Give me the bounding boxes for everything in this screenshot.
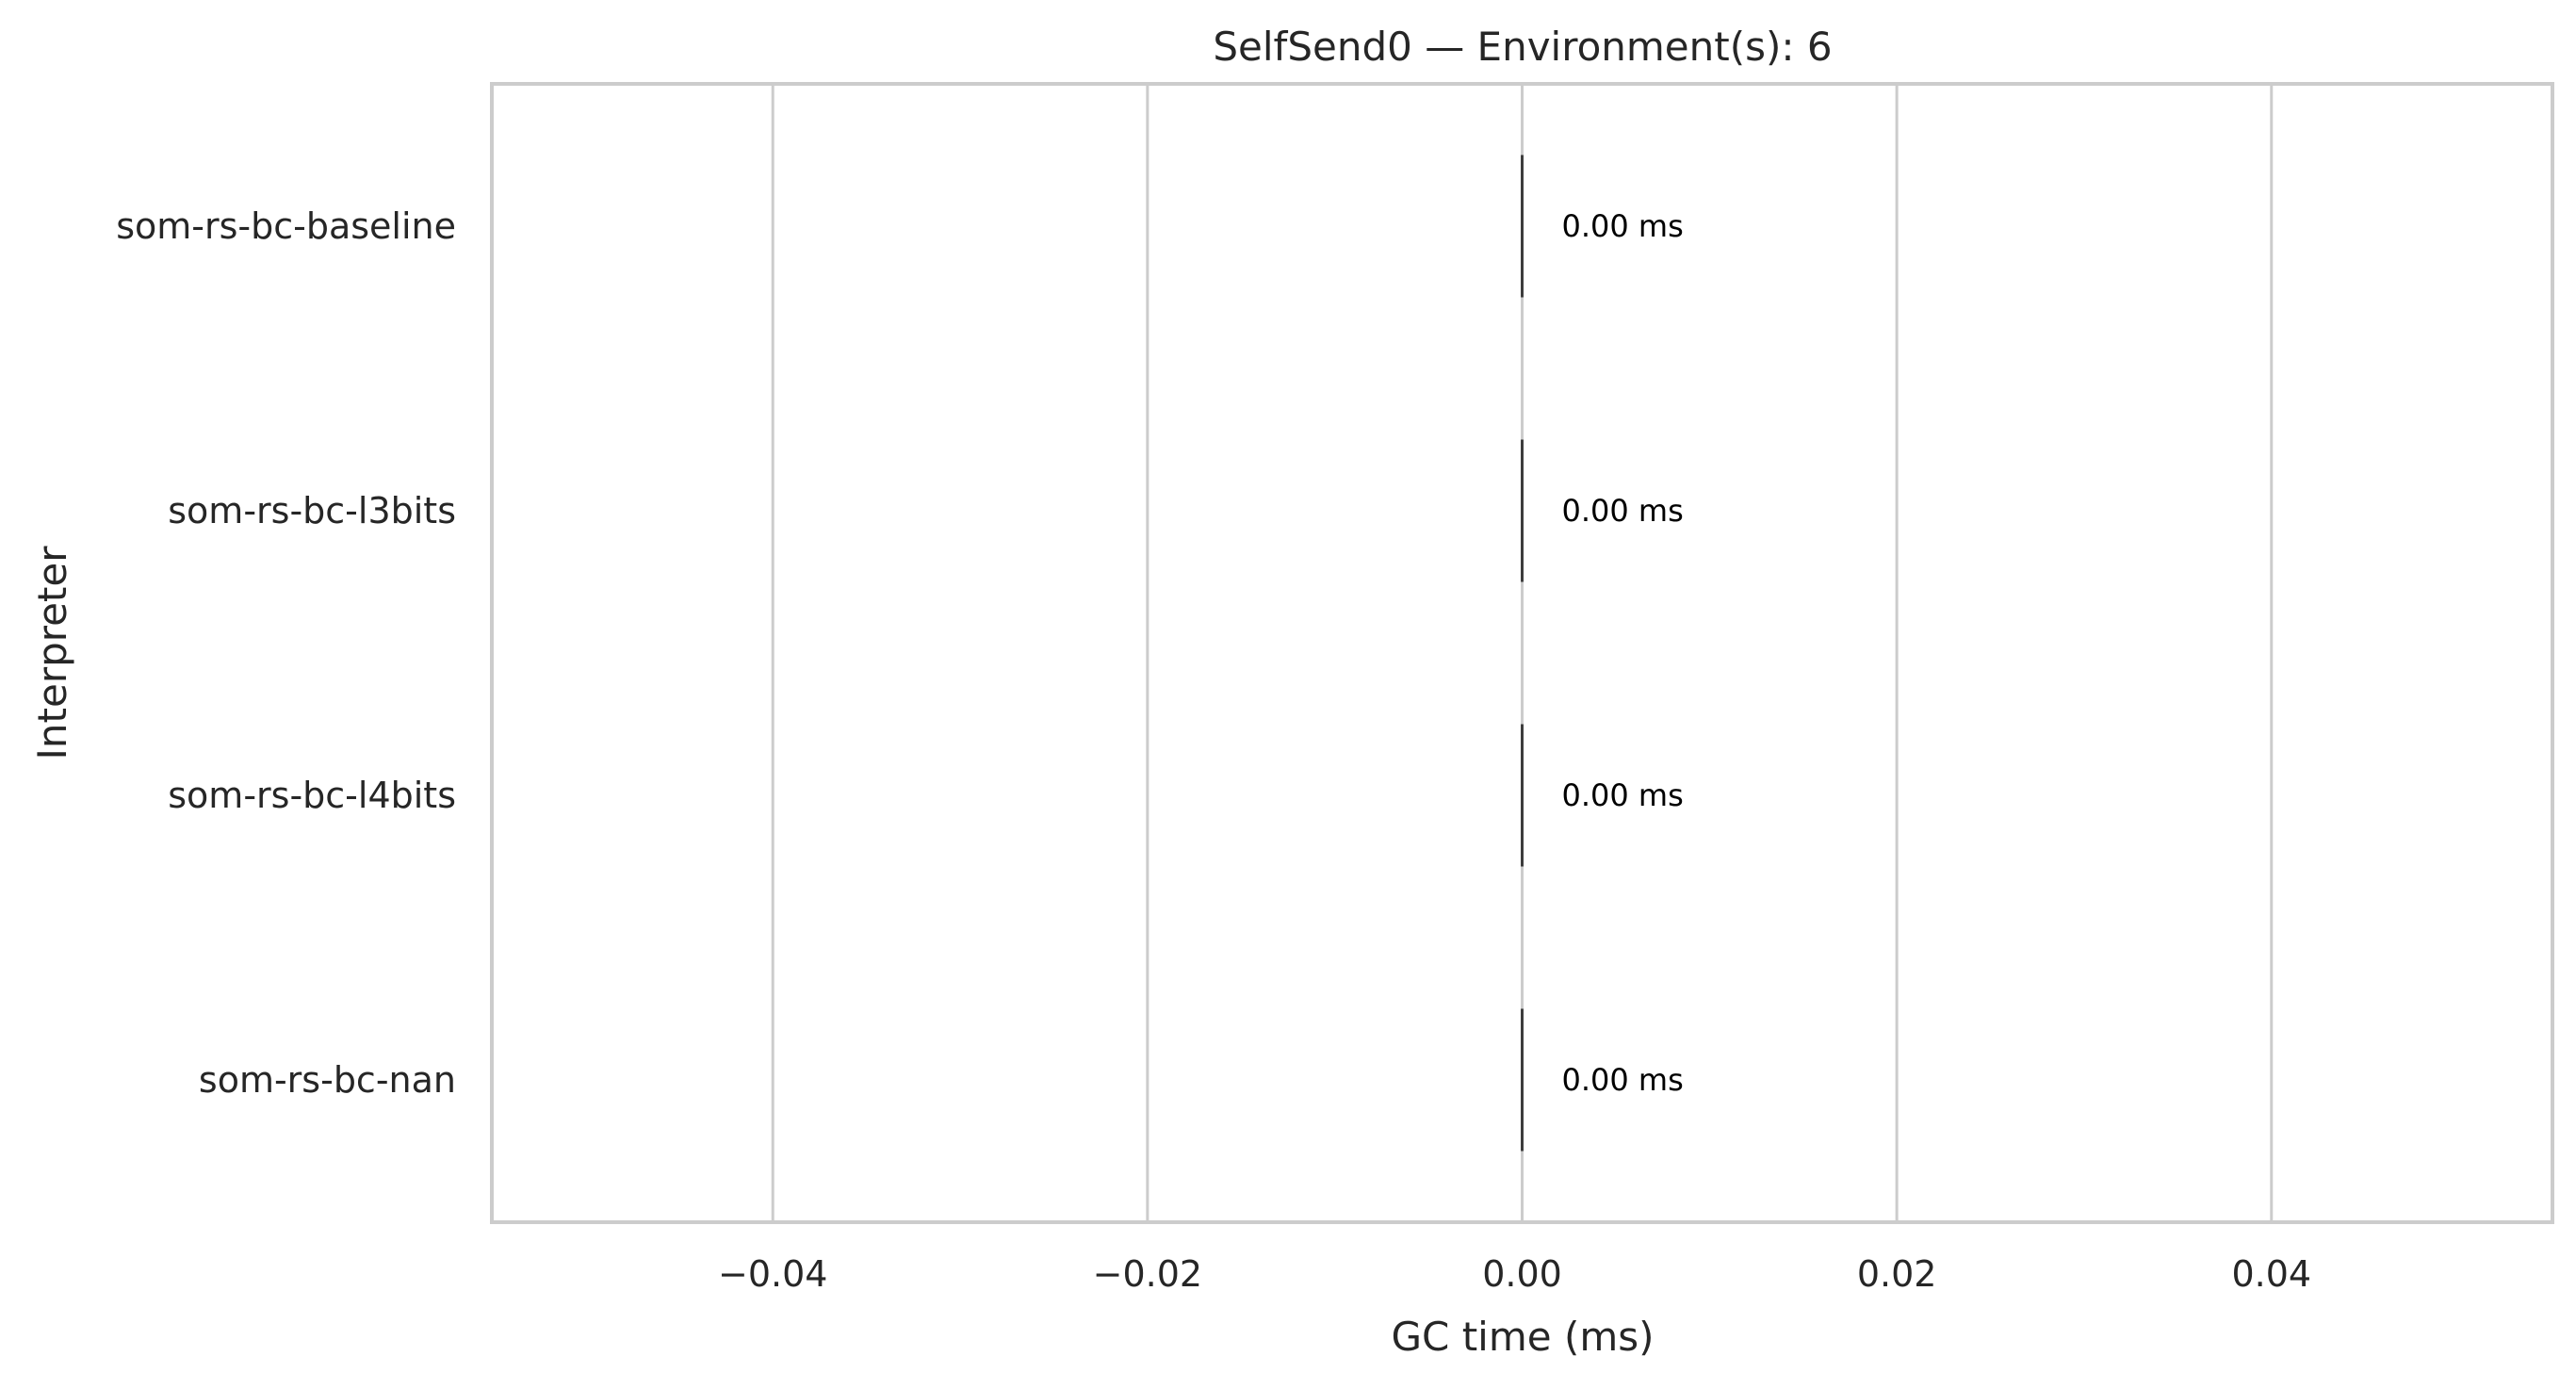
y-axis-label: Interpreter [29, 546, 75, 760]
x-tick-label: 0.04 [2231, 1253, 2311, 1295]
y-tick-labels: som-rs-bc-baseline som-rs-bc-l3bits som-rs… [116, 205, 456, 1101]
data-labels: 0.00 ms 0.00 ms 0.00 ms 0.00 ms [1562, 208, 1684, 1098]
x-tick-label: −0.02 [1093, 1253, 1202, 1295]
y-tick-label: som-rs-bc-l4bits [168, 775, 456, 816]
y-tick-label: som-rs-bc-nan [199, 1059, 456, 1101]
chart-title: SelfSend0 — Environment(s): 6 [1213, 24, 1832, 70]
x-axis-label: GC time (ms) [1391, 1314, 1654, 1360]
data-label: 0.00 ms [1562, 1062, 1684, 1098]
y-tick-label: som-rs-bc-baseline [116, 205, 456, 247]
y-tick-label: som-rs-bc-l3bits [168, 490, 456, 531]
x-tick-label: 0.02 [1857, 1253, 1937, 1295]
x-tick-label: −0.04 [718, 1253, 827, 1295]
data-label: 0.00 ms [1562, 208, 1684, 244]
x-tick-labels: −0.04 −0.02 0.00 0.02 0.04 [718, 1253, 2311, 1295]
x-tick-label: 0.00 [1482, 1253, 1562, 1295]
data-label: 0.00 ms [1562, 777, 1684, 813]
data-label: 0.00 ms [1562, 493, 1684, 529]
plot-frame [490, 82, 2554, 1224]
